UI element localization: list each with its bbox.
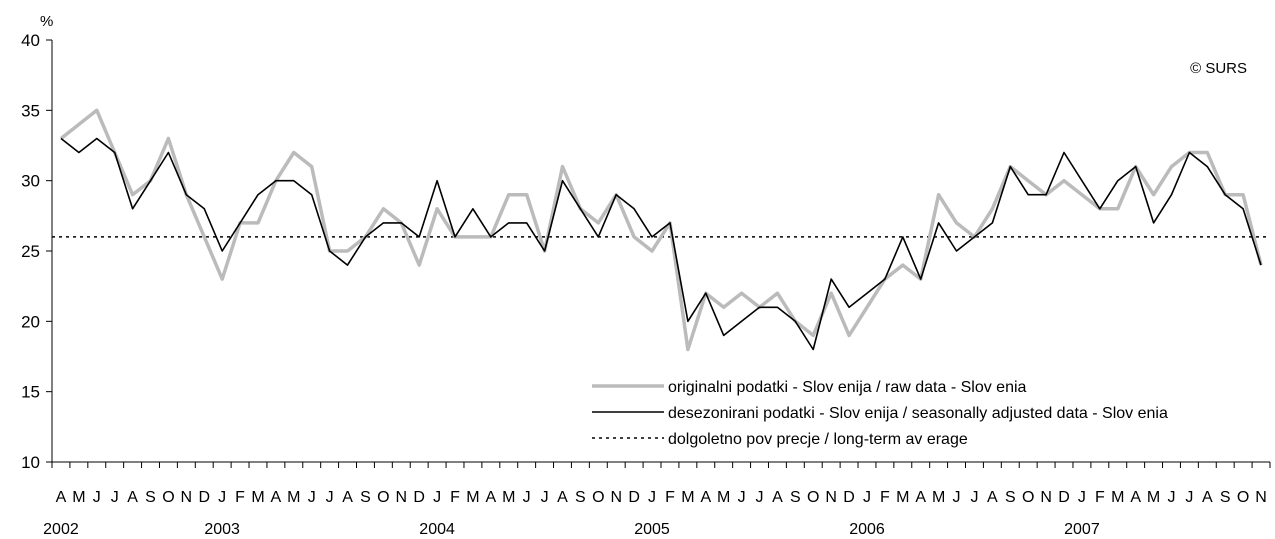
legend-average-label: dolgoletno pov precje / long-term av era… (668, 431, 968, 448)
x-month-label: M (717, 489, 730, 506)
x-month-label: M (502, 489, 515, 506)
x-month-label: A (915, 489, 926, 506)
x-month-label: J (218, 489, 226, 506)
y-tick-label: 20 (21, 312, 40, 331)
x-month-label: F (235, 489, 245, 506)
x-year-label: 2003 (204, 521, 240, 538)
x-month-label: J (308, 489, 316, 506)
x-month-label: S (575, 489, 586, 506)
x-month-label: N (181, 489, 193, 506)
x-month-label: J (863, 489, 871, 506)
x-month-label: J (326, 489, 334, 506)
x-month-label: S (1220, 489, 1231, 506)
x-month-label: J (1078, 489, 1086, 506)
x-month-label: J (1167, 489, 1175, 506)
x-month-label: S (1005, 489, 1016, 506)
x-month-label: F (1095, 489, 1105, 506)
x-month-label: D (413, 489, 425, 506)
x-month-label: M (72, 489, 85, 506)
x-month-label: N (610, 489, 622, 506)
x-month-label: J (970, 489, 978, 506)
x-month-label: D (198, 489, 210, 506)
x-month-label: O (377, 489, 389, 506)
x-month-label: D (1058, 489, 1070, 506)
x-year-label: 2002 (43, 521, 79, 538)
x-month-label: S (360, 489, 371, 506)
x-month-label: O (592, 489, 604, 506)
x-month-label: J (953, 489, 961, 506)
x-month-label: A (557, 489, 568, 506)
y-tick-label: 35 (21, 101, 40, 120)
y-tick-label: 10 (21, 453, 40, 472)
x-month-label: M (1147, 489, 1160, 506)
seasonally-adjusted-line (60, 137, 1262, 351)
x-month-label: M (251, 489, 264, 506)
x-month-label: O (1022, 489, 1034, 506)
x-month-label: A (987, 489, 998, 506)
x-month-label: A (271, 489, 282, 506)
legend: originalni podatki - Slov enija / raw da… (592, 379, 1168, 448)
x-month-label: A (127, 489, 138, 506)
x-month-label: A (1202, 489, 1213, 506)
x-month-label: M (932, 489, 945, 506)
x-month-label: M (681, 489, 694, 506)
x-month-label: F (665, 489, 675, 506)
legend-raw-label: originalni podatki - Slov enija / raw da… (668, 379, 1027, 396)
y-axis-ticks: 10 15 20 25 30 35 40 (21, 31, 52, 472)
x-month-label: M (1111, 489, 1124, 506)
x-month-label: M (896, 489, 909, 506)
x-month-label: A (486, 489, 497, 506)
axes (51, 40, 1270, 463)
x-month-label: O (1237, 489, 1249, 506)
x-month-label: J (756, 489, 764, 506)
x-month-label: A (56, 489, 67, 506)
x-month-label: A (342, 489, 353, 506)
x-month-label: J (523, 489, 531, 506)
x-year-label: 2005 (634, 521, 670, 538)
x-month-label: J (648, 489, 656, 506)
x-month-label: N (825, 489, 837, 506)
copyright-label: © SURS (1190, 60, 1247, 77)
y-tick-label: 40 (21, 31, 40, 50)
x-month-label: O (162, 489, 174, 506)
x-month-label: S (790, 489, 801, 506)
legend-adjusted-label: desezonirani podatki - Slov enija / seas… (668, 405, 1168, 422)
x-month-label: O (807, 489, 819, 506)
y-unit-label: % (40, 13, 53, 30)
x-month-label: A (700, 489, 711, 506)
x-month-label: M (287, 489, 300, 506)
x-month-label: S (145, 489, 156, 506)
x-month-label: N (1255, 489, 1267, 506)
y-tick-label: 30 (21, 172, 40, 191)
x-month-label: A (1130, 489, 1141, 506)
x-month-label: J (1185, 489, 1193, 506)
x-month-label: N (1040, 489, 1052, 506)
raw-data-line (59, 108, 1263, 352)
x-month-label: J (433, 489, 441, 506)
x-year-label: 2007 (1064, 521, 1100, 538)
x-month-label: D (843, 489, 855, 506)
y-tick-label: 15 (21, 383, 40, 402)
x-month-label: A (772, 489, 783, 506)
x-month-label: F (880, 489, 890, 506)
series-layer (52, 108, 1270, 352)
x-year-label: 2006 (849, 521, 885, 538)
x-month-label: F (450, 489, 460, 506)
x-month-label: M (466, 489, 479, 506)
x-month-label: N (395, 489, 407, 506)
x-year-label: 2004 (419, 521, 455, 538)
x-month-label: J (541, 489, 549, 506)
x-month-label: J (93, 489, 101, 506)
x-month-label: J (111, 489, 119, 506)
x-month-label: J (738, 489, 746, 506)
x-month-label: D (628, 489, 640, 506)
y-tick-label: 25 (21, 242, 40, 261)
